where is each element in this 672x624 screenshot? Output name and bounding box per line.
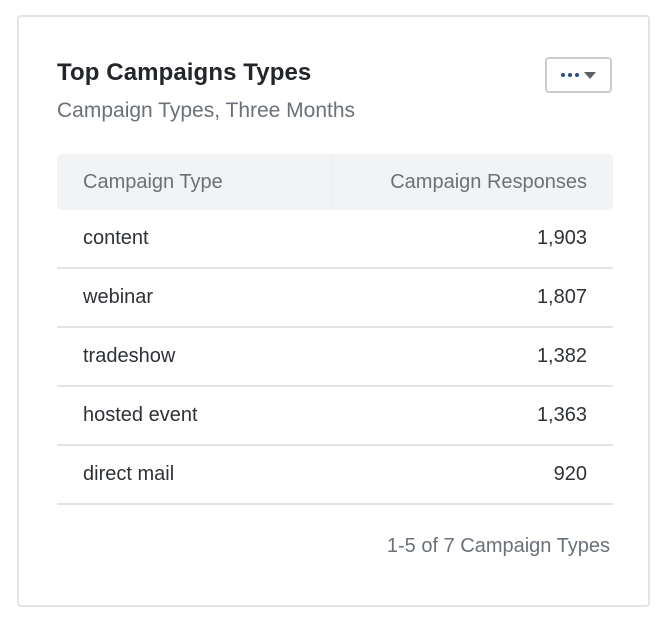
cell-campaign-responses: 1,807 [536, 286, 587, 308]
cell-campaign-type: direct mail [83, 463, 175, 485]
table-row: direct mail 920 [57, 446, 613, 505]
pagination-label: 1-5 of 7 Campaign Types [386, 535, 610, 557]
table-row: webinar 1,807 [57, 269, 613, 328]
column-header-campaign-responses[interactable]: Campaign Responses [390, 170, 587, 193]
campaign-types-card: Top Campaigns Types Campaign Types, Thre… [17, 15, 650, 607]
card-title: Top Campaigns Types [57, 59, 312, 86]
cell-campaign-responses: 1,363 [536, 404, 587, 426]
cell-campaign-responses: 1,903 [536, 227, 587, 249]
ellipsis-icon [561, 73, 579, 77]
cell-campaign-type: hosted event [83, 404, 198, 426]
cell-campaign-type: content [83, 227, 149, 249]
card-subtitle: Campaign Types, Three Months [57, 99, 356, 122]
cell-campaign-type: webinar [83, 286, 154, 308]
column-header-campaign-type[interactable]: Campaign Type [57, 154, 333, 210]
caret-down-icon [584, 71, 596, 79]
table-row: tradeshow 1,382 [57, 328, 613, 387]
table-row: content 1,903 [57, 210, 613, 269]
card-menu-button[interactable] [545, 57, 612, 93]
cell-campaign-type: tradeshow [83, 345, 176, 367]
cell-campaign-responses: 1,382 [536, 345, 587, 367]
campaign-types-table: Campaign Type Campaign Responses content… [57, 154, 613, 505]
table-row: hosted event 1,363 [57, 387, 613, 446]
table-header: Campaign Type Campaign Responses [57, 154, 613, 210]
cell-campaign-responses: 920 [553, 463, 587, 485]
